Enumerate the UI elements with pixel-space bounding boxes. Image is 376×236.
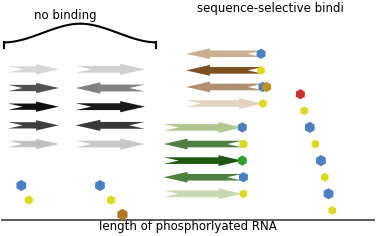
Point [240,142,246,146]
Text: no binding: no binding [34,8,97,22]
Point [329,209,335,212]
Point [322,175,328,179]
Point [260,102,266,105]
Polygon shape [164,172,242,183]
Polygon shape [164,122,242,133]
Point [312,142,318,146]
Polygon shape [8,64,59,75]
Polygon shape [186,65,263,76]
Point [318,159,324,163]
Point [258,52,264,56]
Point [108,198,114,202]
Point [97,184,103,187]
Point [240,175,246,179]
Point [301,109,307,113]
Polygon shape [8,120,59,131]
Polygon shape [164,139,242,149]
Point [240,192,246,196]
Point [26,198,32,202]
Point [326,192,332,196]
Polygon shape [164,188,242,199]
Point [239,159,245,163]
Text: sequence-selective bindi: sequence-selective bindi [197,2,344,15]
Polygon shape [8,139,59,149]
Polygon shape [76,139,145,150]
Polygon shape [76,82,145,94]
Point [120,213,126,216]
Point [264,85,270,89]
Point [260,85,266,89]
Polygon shape [76,64,145,75]
Point [18,184,24,187]
Point [239,126,245,129]
Polygon shape [186,82,263,92]
Polygon shape [186,98,263,109]
Point [240,142,246,146]
Polygon shape [8,83,59,93]
Polygon shape [76,120,145,131]
Polygon shape [8,101,59,112]
Point [307,126,313,129]
Text: length of phosphorlyated RNA: length of phosphorlyated RNA [99,220,277,233]
Polygon shape [164,155,242,166]
Point [258,68,264,72]
Point [297,92,303,96]
Polygon shape [186,48,263,59]
Polygon shape [76,101,145,112]
